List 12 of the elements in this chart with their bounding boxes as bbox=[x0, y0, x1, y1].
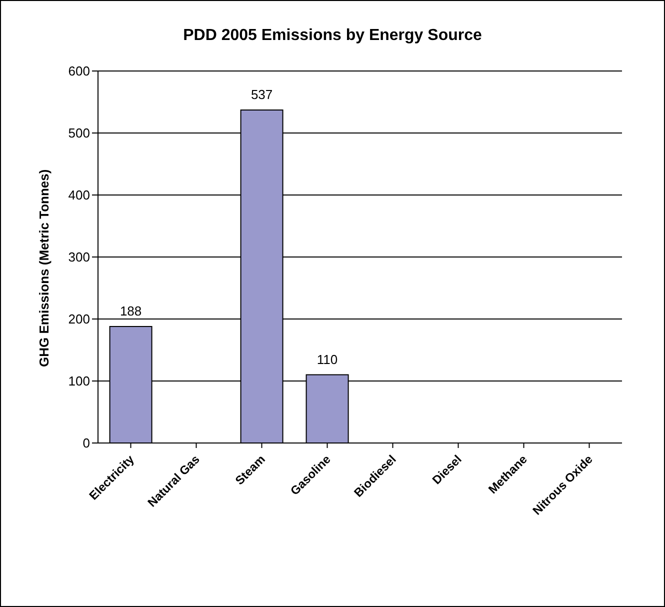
y-axis-title: GHG Emissions (Metric Tonnes) bbox=[36, 169, 52, 367]
y-tick-label: 600 bbox=[68, 64, 90, 79]
y-tick-label: 100 bbox=[68, 374, 90, 389]
data-label: 110 bbox=[316, 352, 338, 367]
y-tick-label: 0 bbox=[82, 436, 90, 451]
y-tick-label: 500 bbox=[68, 126, 90, 141]
data-label: 537 bbox=[250, 87, 273, 102]
chart-title: PDD 2005 Emissions by Energy Source bbox=[182, 27, 483, 45]
y-tick-label: 300 bbox=[68, 250, 90, 265]
y-tick-label: 200 bbox=[68, 312, 90, 327]
data-label: 188 bbox=[120, 303, 142, 318]
y-tick-label: 400 bbox=[68, 188, 90, 203]
